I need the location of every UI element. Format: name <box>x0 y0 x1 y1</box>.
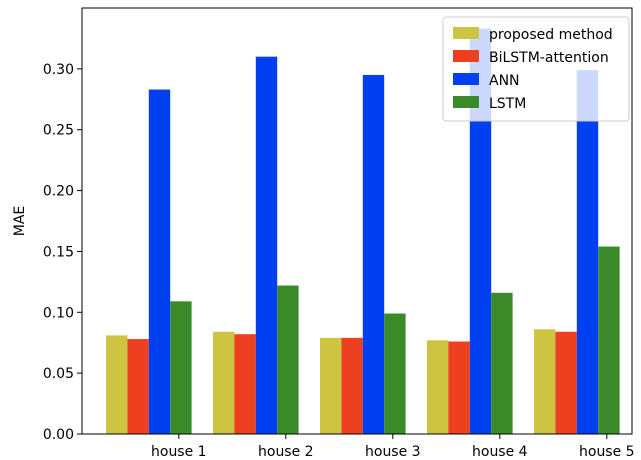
bar-ann-house-2 <box>255 56 278 434</box>
y-tick-label: 0.00 <box>43 427 74 443</box>
bar-ann-house-5 <box>576 70 599 435</box>
bar-lstm-house-5 <box>598 246 620 434</box>
y-tick-label: 0.20 <box>43 184 74 200</box>
legend-swatch <box>453 73 479 85</box>
axes-layer <box>81 7 633 435</box>
x-tick-label: house 5 <box>579 444 635 460</box>
y-tick-label: 0.10 <box>43 305 74 321</box>
bars-layer <box>106 28 620 435</box>
x-tick-label: house 2 <box>258 444 314 460</box>
legend: proposed method BiLSTM-attention ANN LSTM <box>442 16 630 122</box>
legend-label: ANN <box>489 73 520 89</box>
y-tick-label: 0.30 <box>43 62 74 78</box>
bar-bilstm-attention-house-1 <box>127 339 149 434</box>
legend-box <box>442 16 630 122</box>
bar-lstm-house-2 <box>277 285 299 434</box>
legend-swatch <box>453 27 479 39</box>
bar-ann-house-4 <box>469 28 492 434</box>
x-axis-ticks: house 1 house 2 house 3 house 4 house 5 <box>151 434 635 460</box>
x-tick-label: house 3 <box>365 444 421 460</box>
bar-lstm-house-1 <box>170 301 192 434</box>
plot-frame <box>81 7 633 435</box>
bar-proposed-method-house-3 <box>320 337 342 434</box>
bar-proposed-method-house-1 <box>106 335 128 434</box>
y-axis-label: MAE <box>12 206 28 237</box>
legend-label: proposed method <box>489 27 613 43</box>
bar-proposed-method-house-4 <box>427 340 449 434</box>
legend-label: LSTM <box>489 96 526 112</box>
legend-swatch <box>453 50 479 62</box>
bar-proposed-method-house-2 <box>213 331 235 434</box>
legend-swatch <box>453 96 479 108</box>
bar-bilstm-attention-house-2 <box>234 334 256 434</box>
bar-bilstm-attention-house-5 <box>555 331 577 434</box>
bar-lstm-house-4 <box>491 292 513 434</box>
y-tick-label: 0.15 <box>43 244 74 260</box>
bar-proposed-method-house-5 <box>534 329 556 434</box>
bar-ann-house-3 <box>362 74 385 434</box>
y-tick-label: 0.25 <box>43 123 74 139</box>
x-tick-label: house 1 <box>151 444 207 460</box>
y-tick-label: 0.05 <box>43 366 74 382</box>
x-tick-label: house 4 <box>472 444 528 460</box>
bar-bilstm-attention-house-3 <box>341 337 363 434</box>
legend-label: BiLSTM-attention <box>489 50 609 66</box>
bar-bilstm-attention-house-4 <box>448 341 470 434</box>
bar-ann-house-1 <box>148 89 171 434</box>
bar-lstm-house-3 <box>384 313 406 434</box>
y-axis-ticks: 0.00 0.05 0.10 0.15 0.20 0.25 0.30 <box>43 62 82 443</box>
